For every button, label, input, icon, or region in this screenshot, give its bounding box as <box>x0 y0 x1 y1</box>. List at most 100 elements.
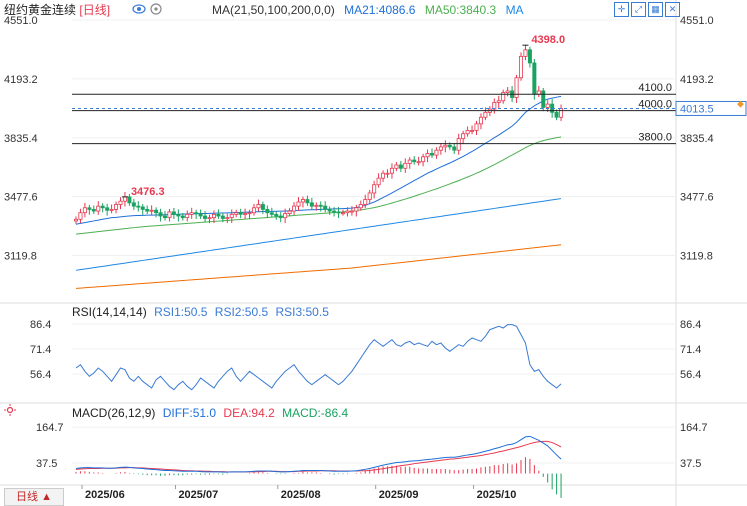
candle-body <box>354 207 359 212</box>
price-tick-left: 4551.0 <box>4 15 38 27</box>
last-price-label: 4013.5 <box>680 103 714 115</box>
candle-body <box>118 200 123 205</box>
moving-average-lines <box>75 95 562 289</box>
candle-body <box>478 116 483 125</box>
candle-body <box>492 102 497 110</box>
ma-label: MA <box>505 3 524 17</box>
candle-body <box>394 164 399 169</box>
candle-body <box>74 218 79 222</box>
rsi-tick-left: 56.4 <box>30 369 51 381</box>
candle-body <box>234 212 239 215</box>
expand-icon[interactable]: ⤢ <box>631 2 646 17</box>
price-tick-left: 3477.6 <box>4 192 38 204</box>
candle-body <box>176 213 181 217</box>
candle-body <box>287 210 292 214</box>
price-tick-right: 4193.2 <box>680 74 714 86</box>
macd-tick-right: 164.7 <box>680 422 708 434</box>
candle-body <box>82 207 87 214</box>
candle-body <box>514 77 519 98</box>
candle-body <box>385 172 390 175</box>
candle-body <box>220 215 225 219</box>
date-tick-label: 2025/10 <box>477 489 517 501</box>
price-annotations: 4398.0 3476.3 <box>121 34 565 198</box>
candle-body <box>349 210 354 213</box>
candle-body <box>162 215 167 219</box>
macd-value: MACD:-86.4 <box>282 406 349 420</box>
macd-legend: MACD(26,12,9) DIFF:51.0 DEA:94.2 MACD:-8… <box>72 405 348 421</box>
date-axis: 2025/06 2025/07 2025/08 2025/09 2025/10 <box>81 485 517 501</box>
candle-body <box>296 201 301 207</box>
price-tick-right: 3835.4 <box>680 133 714 145</box>
candle-body <box>256 204 261 209</box>
rsi-tick-right: 71.4 <box>680 344 701 356</box>
price-grid <box>72 19 676 257</box>
candle-body <box>189 212 194 215</box>
period-label[interactable]: [日线] <box>79 3 111 17</box>
instrument-name: 纽约黄金连续 <box>4 3 77 17</box>
candle-body <box>474 123 479 131</box>
candle-body <box>501 92 506 102</box>
sun-icon[interactable] <box>4 404 16 420</box>
rsi-params: RSI(14,14,14) <box>72 305 147 319</box>
annotation-label: 3476.3 <box>131 186 165 198</box>
period-switch-button[interactable]: 日线 ▲ <box>4 488 64 506</box>
candle-body <box>171 211 176 215</box>
candle-body <box>434 149 439 156</box>
candle-body <box>323 205 328 210</box>
level-label: 4100.0 <box>638 82 672 94</box>
ma-legend: MA(21,50,100,200,0,0) MA21:4086.6 MA50:3… <box>212 2 524 18</box>
eye-icon[interactable] <box>132 3 146 19</box>
settings-icon[interactable] <box>150 3 162 19</box>
candle-body <box>314 204 319 207</box>
candle-body <box>194 212 199 215</box>
candle-body <box>87 207 92 210</box>
price-tick-right: 3477.6 <box>680 192 714 204</box>
rsi3-value: RSI3:50.5 <box>275 305 329 319</box>
candle-body <box>207 217 212 220</box>
candle-body <box>559 108 564 118</box>
macd-tick-right: 37.5 <box>680 458 701 470</box>
rsi-tick-left: 86.4 <box>30 319 51 331</box>
candle-body <box>247 212 252 215</box>
candle-body <box>154 209 159 214</box>
candle-body <box>300 199 305 203</box>
candle-body <box>283 213 288 219</box>
grid-icon[interactable]: ▦ <box>648 2 663 17</box>
rsi-line <box>75 324 562 391</box>
candle-body <box>131 202 136 207</box>
candle-body <box>180 215 185 219</box>
candle-body <box>198 213 203 217</box>
annotation-label: 4398.0 <box>531 34 565 46</box>
candle-body <box>425 153 430 158</box>
price-tick-left: 3835.4 <box>4 133 38 145</box>
candle-body <box>398 164 403 169</box>
candle-body <box>345 210 350 214</box>
candle-body <box>269 212 274 215</box>
dea-line <box>75 440 562 473</box>
candle-body <box>554 111 559 118</box>
candle-body <box>532 62 537 95</box>
close-icon[interactable]: ✕ <box>665 2 680 17</box>
candle-body <box>407 159 412 164</box>
crosshair-icon[interactable]: ✛ <box>614 2 629 17</box>
price-axis-labels: 4551.0 4551.0 4193.2 4193.2 3835.4 3835.4 3477… <box>4 15 714 263</box>
candle-body <box>265 209 270 214</box>
dea-value: DEA:94.2 <box>223 406 275 420</box>
macd-panel: 164.7 164.7 37.5 37.5 <box>36 422 708 498</box>
rsi2-value: RSI2:50.5 <box>214 305 269 319</box>
candle-body <box>403 162 408 169</box>
rsi1-value: RSI1:50.5 <box>154 305 208 319</box>
candle-body <box>336 211 341 214</box>
rsi-tick-right: 86.4 <box>680 319 701 331</box>
candle-body <box>470 130 475 132</box>
diff-line <box>75 435 562 473</box>
level-label: 3800.0 <box>638 132 672 144</box>
candle-body <box>145 209 150 212</box>
price-tick-left: 4193.2 <box>4 74 38 86</box>
candle-body <box>158 212 163 217</box>
candle-body <box>412 159 417 163</box>
ma50-line <box>75 136 562 235</box>
candlestick-series <box>74 44 564 224</box>
